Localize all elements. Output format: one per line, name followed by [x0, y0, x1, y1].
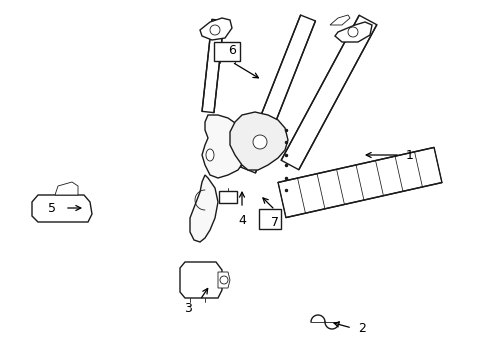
Polygon shape: [218, 272, 229, 288]
Polygon shape: [229, 112, 287, 170]
Text: 2: 2: [357, 321, 365, 334]
Polygon shape: [32, 195, 92, 222]
Text: 3: 3: [183, 302, 192, 315]
FancyBboxPatch shape: [259, 209, 281, 229]
Ellipse shape: [205, 149, 214, 161]
Text: 1: 1: [405, 149, 413, 162]
Circle shape: [220, 276, 227, 284]
Polygon shape: [190, 175, 218, 242]
Circle shape: [252, 135, 266, 149]
FancyBboxPatch shape: [214, 42, 240, 61]
Circle shape: [209, 25, 220, 35]
Polygon shape: [278, 148, 441, 217]
FancyBboxPatch shape: [219, 191, 237, 203]
Polygon shape: [200, 18, 231, 40]
Polygon shape: [202, 115, 247, 178]
Polygon shape: [329, 15, 349, 25]
Polygon shape: [334, 22, 371, 42]
Polygon shape: [180, 262, 222, 298]
Text: 5: 5: [48, 202, 56, 215]
Text: 4: 4: [238, 213, 245, 226]
Polygon shape: [240, 15, 315, 173]
Text: 6: 6: [227, 44, 235, 57]
Polygon shape: [202, 19, 224, 113]
Polygon shape: [281, 15, 376, 170]
Text: 7: 7: [270, 216, 279, 229]
Polygon shape: [55, 182, 78, 195]
Circle shape: [347, 27, 357, 37]
